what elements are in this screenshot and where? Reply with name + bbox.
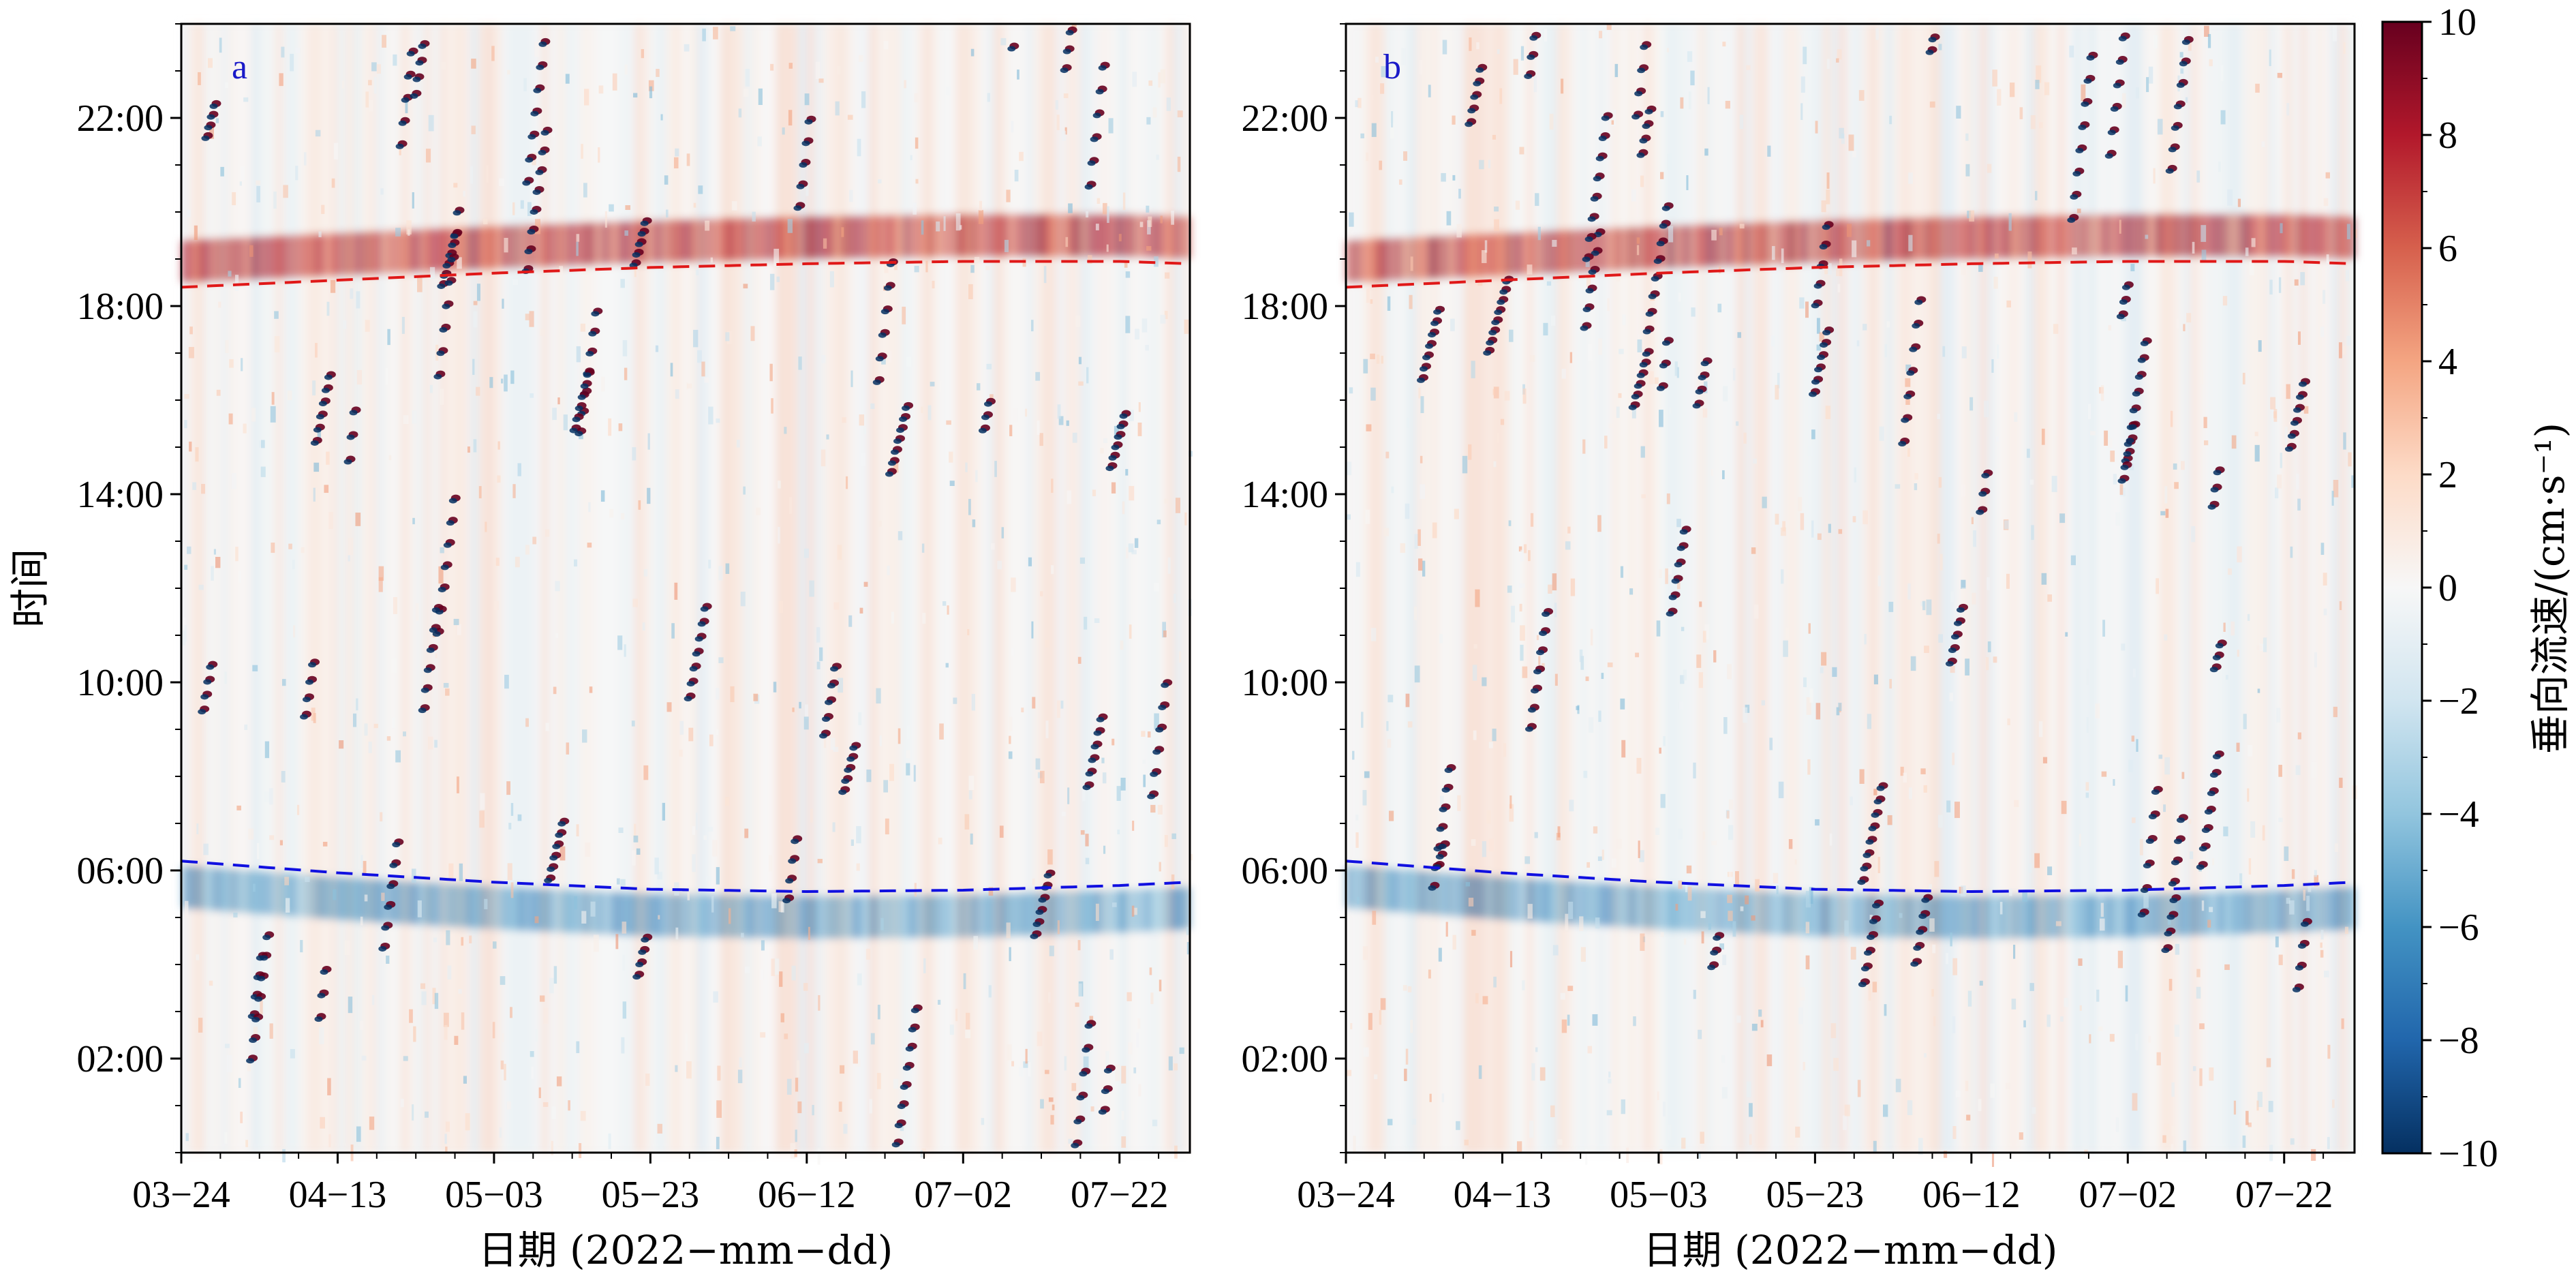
panel-b-y-tick-label: 10:00 bbox=[1241, 662, 1328, 704]
panel-a-x-tick-label: 06−12 bbox=[758, 1174, 856, 1216]
colorbar-tick-label: 6 bbox=[2438, 228, 2457, 270]
panel-a-x-ticks: 03−24 04−13 05−03 05−23 06−12 07−02 07−22 bbox=[132, 1153, 1169, 1216]
colorbar-tick-label: −2 bbox=[2438, 680, 2479, 723]
panel-a-sunrise-curve bbox=[181, 860, 1191, 894]
colorbar-tick-label: 8 bbox=[2438, 115, 2457, 157]
colorbar-bar bbox=[2381, 20, 2423, 1155]
colorbar-tick-label: 4 bbox=[2438, 341, 2457, 383]
panel-b-y-tick-label: 14:00 bbox=[1241, 474, 1328, 516]
panel-b-y-tick-label: 18:00 bbox=[1241, 286, 1328, 328]
colorbar: 10 8 6 4 2 0 −2 −4 −6 −8 −10 垂向流速/(cm·s⁻¹) bbox=[2381, 1, 2573, 1175]
panel-a-curves bbox=[181, 260, 1191, 894]
panel-a-y-ticks: 02:00 06:00 10:00 14:00 18:00 22:00 bbox=[76, 23, 181, 1153]
panel-a-x-tick-label: 04−13 bbox=[289, 1174, 387, 1216]
panel-a: 03−24 04−13 05−03 05−23 06−12 07−02 07−22 02:0… bbox=[7, 22, 1193, 1273]
panel-a-y-tick-label: 22:00 bbox=[76, 97, 164, 140]
panel-b-x-tick-label: 05−03 bbox=[1610, 1174, 1708, 1216]
panel-a-x-tick-label: 05−23 bbox=[602, 1174, 700, 1216]
panel-a-y-tick-label: 06:00 bbox=[76, 850, 164, 892]
colorbar-tick-label: 2 bbox=[2438, 454, 2457, 496]
panel-b-x-tick-label: 06−12 bbox=[1922, 1174, 2021, 1216]
colorbar-tick-label: −4 bbox=[2438, 793, 2479, 836]
panel-b-x-tick-label: 04−13 bbox=[1454, 1174, 1552, 1216]
panel-a-y-tick-label: 10:00 bbox=[76, 662, 164, 704]
colorbar-ticks: 10 8 6 4 2 0 −2 −4 −6 −8 −10 bbox=[2422, 1, 2498, 1175]
colorbar-tick-label: 10 bbox=[2438, 1, 2477, 44]
panel-b-x-tick-label: 07−02 bbox=[2079, 1174, 2177, 1216]
panel-a-x-tick-label: 07−22 bbox=[1071, 1174, 1169, 1216]
panel-a-velocity-field bbox=[181, 24, 1193, 1165]
panel-b-x-ticks: 03−24 04−13 05−03 05−23 06−12 07−02 07−22 bbox=[1297, 1153, 2333, 1216]
colorbar-tick-label: −8 bbox=[2438, 1020, 2479, 1062]
panel-a-x-tick-label: 07−02 bbox=[914, 1174, 1012, 1216]
colorbar-tick-label: −6 bbox=[2438, 907, 2479, 949]
panel-a-x-tick-label: 03−24 bbox=[132, 1174, 230, 1216]
panel-b-tag: b bbox=[1383, 48, 1401, 87]
panel-b-x-tick-label: 03−24 bbox=[1297, 1174, 1395, 1216]
panel-b-x-tick-label: 05−23 bbox=[1766, 1174, 1865, 1216]
panel-b-curves bbox=[1345, 260, 2355, 894]
panel-a-y-tick-label: 18:00 bbox=[76, 286, 164, 328]
panel-b-sunrise-curve bbox=[1345, 860, 2355, 894]
panel-b-y-ticks: 02:00 06:00 10:00 14:00 18:00 22:00 bbox=[1241, 23, 1346, 1153]
panel-a-y-tick-label: 02:00 bbox=[76, 1038, 164, 1080]
panel-a-x-axis-label: 日期 (2022−mm−dd) bbox=[478, 1227, 893, 1273]
panel-b: 03−24 04−13 05−03 05−23 06−12 07−02 07−22 02:0… bbox=[1241, 22, 2357, 1273]
panel-a-y-axis-label: 时间 bbox=[7, 549, 53, 628]
panel-b-sunset-curve bbox=[1345, 260, 2355, 289]
panel-b-velocity-field bbox=[1346, 24, 2357, 1168]
panel-a-tag: a bbox=[232, 48, 247, 87]
colorbar-tick-label: 0 bbox=[2438, 567, 2457, 609]
panel-a-x-tick-label: 05−03 bbox=[445, 1174, 543, 1216]
panel-a-sunset-curve bbox=[181, 260, 1191, 289]
panel-b-x-tick-label: 07−22 bbox=[2235, 1174, 2333, 1216]
colorbar-label: 垂向流速/(cm·s⁻¹) bbox=[2527, 423, 2573, 754]
panel-b-x-axis-label: 日期 (2022−mm−dd) bbox=[1643, 1227, 2058, 1273]
panel-b-y-tick-label: 06:00 bbox=[1241, 850, 1328, 892]
panel-a-y-tick-label: 14:00 bbox=[76, 474, 164, 516]
panel-b-y-tick-label: 02:00 bbox=[1241, 1038, 1328, 1080]
panel-b-y-tick-label: 22:00 bbox=[1241, 97, 1328, 140]
colorbar-tick-label: −10 bbox=[2438, 1133, 2498, 1175]
